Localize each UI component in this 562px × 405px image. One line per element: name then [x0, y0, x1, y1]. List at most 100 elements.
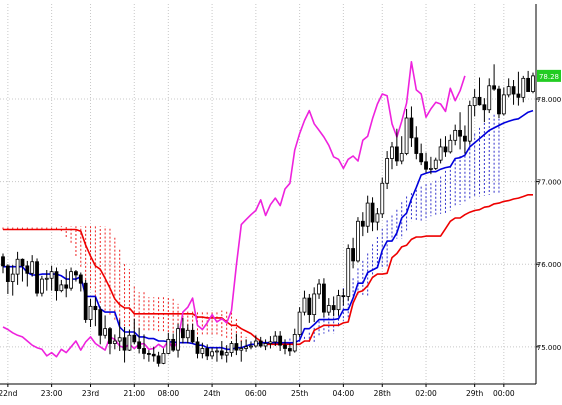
candle — [263, 339, 268, 351]
candlesticks — [1, 64, 535, 367]
candle — [39, 275, 44, 297]
candle — [103, 315, 108, 339]
candle-body — [166, 338, 171, 354]
candle — [472, 89, 477, 117]
candle-body — [414, 137, 419, 154]
candle-body — [142, 348, 146, 354]
candle-body — [244, 346, 249, 349]
candle — [380, 177, 385, 218]
candle — [477, 77, 482, 106]
candle-body — [74, 271, 78, 276]
price-axis: 78.000 77.000 76.000 75.000 — [536, 96, 561, 352]
candle — [49, 265, 54, 291]
candle-body — [497, 88, 501, 115]
time-tick-label: 08:00 — [158, 389, 180, 398]
candle — [156, 351, 161, 367]
candle — [210, 347, 214, 360]
candle-body — [98, 309, 103, 336]
candle — [74, 270, 78, 282]
candle-body — [331, 305, 336, 311]
candle-body — [15, 258, 20, 275]
candle-body — [346, 248, 351, 297]
candle — [234, 333, 239, 356]
candle-body — [190, 329, 195, 343]
candle-body — [156, 355, 161, 364]
candle-body — [253, 340, 258, 347]
candle — [132, 318, 137, 345]
candle-body — [453, 129, 458, 141]
candle — [181, 317, 185, 344]
candle-body — [258, 340, 263, 347]
candle — [531, 72, 535, 94]
price-tick-label: 78.000 — [537, 96, 562, 104]
candle — [98, 306, 103, 345]
candle-body — [390, 146, 394, 159]
candle — [127, 329, 132, 351]
candle — [219, 341, 224, 360]
candle — [419, 143, 424, 166]
candle-body — [161, 353, 166, 364]
candle-body — [30, 261, 35, 274]
candle — [404, 108, 409, 156]
candle — [482, 98, 487, 123]
candle — [185, 324, 190, 344]
candle — [88, 298, 93, 327]
candle-body — [302, 297, 307, 313]
candle — [161, 348, 166, 365]
candle-body — [287, 348, 292, 352]
candle-body — [424, 161, 428, 170]
candle-body — [83, 282, 88, 320]
time-tick-label: 04:00 — [333, 389, 355, 398]
candle-body — [132, 334, 137, 343]
candle-body — [93, 305, 98, 311]
candle-body — [103, 328, 108, 336]
candle — [424, 152, 428, 173]
candle — [463, 125, 467, 154]
candle-body — [176, 328, 180, 351]
candle — [492, 64, 497, 91]
candle — [54, 267, 59, 301]
candle-body — [200, 348, 205, 354]
candle-body — [273, 335, 278, 343]
candle — [341, 289, 346, 306]
candle-body — [516, 93, 521, 98]
candle-body — [278, 335, 283, 346]
candle — [137, 327, 142, 354]
candle-body — [394, 146, 399, 162]
tenkan-line — [3, 109, 534, 351]
current-price-box — [537, 69, 561, 82]
candle — [15, 251, 20, 285]
candle — [283, 339, 287, 355]
candle-body — [477, 96, 482, 106]
candle — [370, 197, 375, 232]
candle-body — [185, 329, 190, 339]
candle-body — [20, 258, 25, 267]
candle-body — [463, 135, 467, 142]
candle-body — [370, 202, 375, 223]
candle — [239, 341, 244, 362]
candle — [146, 350, 151, 362]
candle — [287, 343, 292, 356]
candle-body — [249, 345, 253, 348]
candle — [351, 237, 355, 269]
candle — [365, 195, 370, 233]
candle-body — [195, 341, 200, 354]
candle — [336, 289, 341, 316]
candle — [458, 112, 462, 150]
candle — [25, 260, 30, 287]
candle-body — [88, 305, 93, 320]
candle-body — [492, 85, 497, 90]
time-tick-label: 23rd — [82, 389, 99, 398]
candle — [516, 71, 521, 106]
candle-body — [283, 344, 287, 349]
candle — [307, 293, 312, 323]
candle-body — [428, 167, 433, 170]
candle — [443, 136, 448, 157]
candle-body — [224, 352, 229, 356]
candle-body — [44, 277, 49, 280]
candle-body — [356, 220, 360, 262]
candle — [312, 287, 317, 323]
time-tick-label: 00:00 — [493, 389, 515, 398]
